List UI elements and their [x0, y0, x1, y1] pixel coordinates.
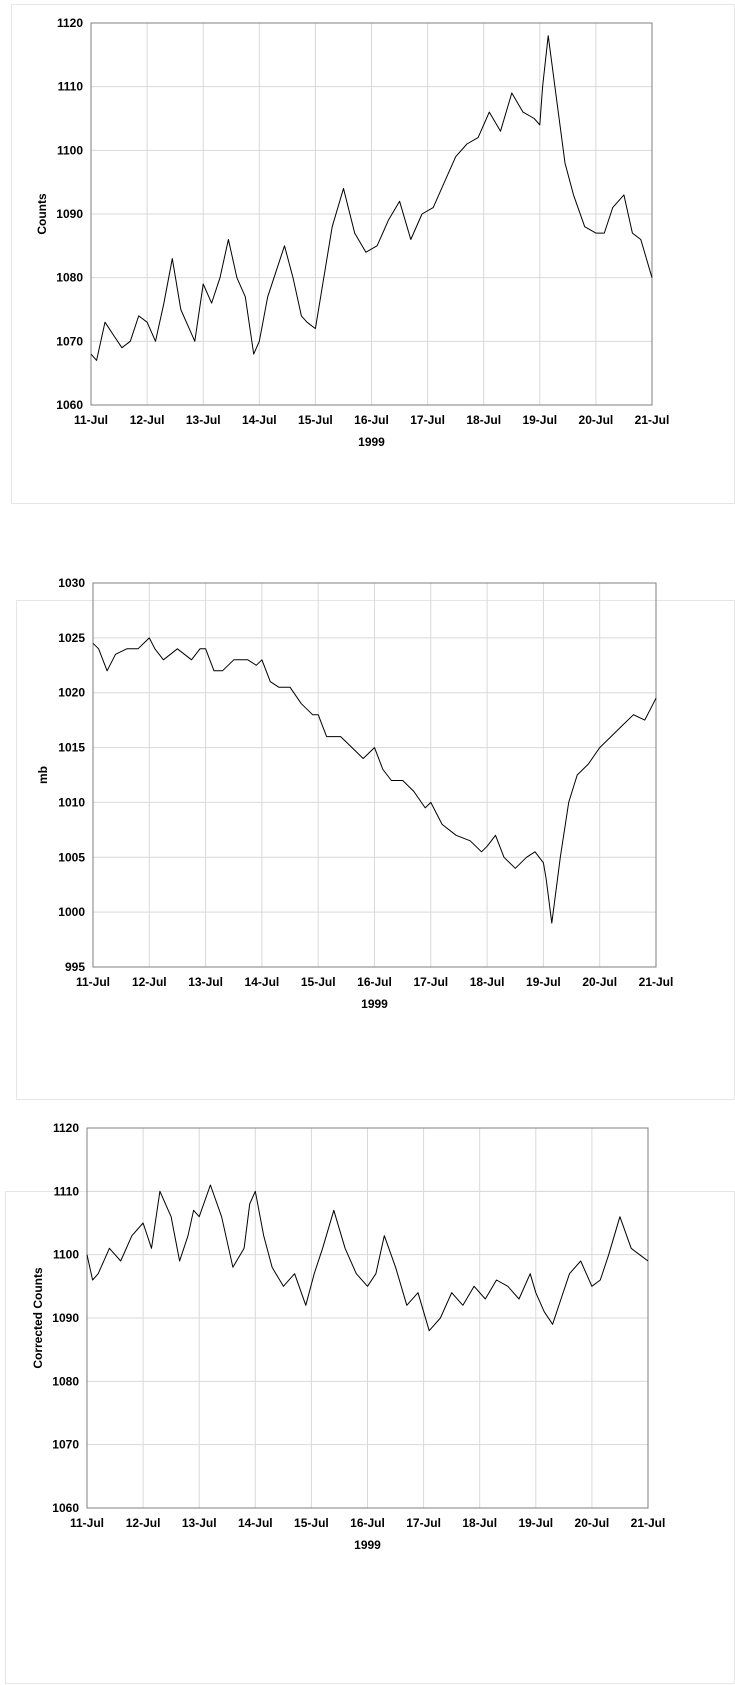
y-axis-title: Corrected Counts [31, 1267, 45, 1369]
series-line [92, 637, 657, 924]
x-tick-label: 13-Jul [182, 1516, 217, 1530]
y-tick-label: 1005 [58, 850, 85, 864]
y-axis-title: Counts [35, 193, 49, 235]
y-tick-label: 1080 [56, 271, 83, 285]
x-tick-label: 16-Jul [357, 975, 392, 989]
x-tick-label: 21-Jul [635, 413, 670, 427]
x-tick-label: 17-Jul [413, 975, 448, 989]
x-tick-label: 12-Jul [126, 1516, 161, 1530]
plot-area-frame [86, 1127, 649, 1509]
x-tick-label: 14-Jul [245, 975, 280, 989]
x-tick-label: 21-Jul [639, 975, 674, 989]
plot-area-frame [92, 582, 657, 968]
y-tick-label: 1090 [52, 1311, 79, 1325]
x-tick-label: 15-Jul [298, 413, 333, 427]
x-tick-label: 20-Jul [582, 975, 617, 989]
x-tick-label: 21-Jul [631, 1516, 666, 1530]
x-tick-label: 12-Jul [130, 413, 165, 427]
x-tick-label: 11-Jul [74, 413, 108, 427]
y-axis-title: mb [36, 766, 50, 784]
plot-area-frame [90, 22, 653, 406]
y-tick-label: 1100 [57, 143, 83, 157]
chart-counts-svg: 1060 1070 1080 1090 1100 1110 1120 11-Jul 12-Jul… [35, 16, 670, 449]
x-tick-label: 19-Jul [526, 975, 561, 989]
y-tick-label: 1030 [58, 576, 85, 590]
chart-panel-corrected-counts: 1060 1070 1080 1090 1100 1110 1120 11-Jul 12-Jul… [5, 1121, 735, 1684]
x-tick-label: 14-Jul [238, 1516, 273, 1530]
y-tick-label: 1110 [58, 80, 84, 94]
x-tick-label: 17-Jul [406, 1516, 441, 1530]
y-tick-label: 1060 [56, 398, 83, 412]
x-tick-label: 14-Jul [242, 413, 277, 427]
x-tick-label: 15-Jul [294, 1516, 329, 1530]
x-tick-label: 18-Jul [466, 413, 501, 427]
y-tick-label: 1090 [56, 207, 83, 221]
y-tick-label: 1120 [57, 16, 83, 30]
x-tick-label: 13-Jul [186, 413, 221, 427]
y-tick-label: 1070 [52, 1438, 79, 1452]
x-tick-label: 11-Jul [76, 975, 110, 989]
series-line [90, 35, 653, 361]
y-tick-label: 1025 [58, 631, 85, 645]
y-tick-label: 1110 [54, 1184, 80, 1198]
x-tick-label: 18-Jul [462, 1516, 497, 1530]
x-tick-label: 16-Jul [354, 413, 389, 427]
y-tick-label: 1100 [53, 1248, 79, 1262]
x-tick-label: 15-Jul [301, 975, 336, 989]
x-axis-title: 1999 [361, 997, 388, 1011]
chart-panel-counts: 1060 1070 1080 1090 1100 1110 1120 11-Jul 12-Jul… [11, 4, 735, 504]
x-tick-label: 19-Jul [522, 413, 557, 427]
x-tick-label: 11-Jul [70, 1516, 104, 1530]
chart-pressure-svg: 995 1000 1005 1010 1015 1020 1025 1030 11-Jul 12-… [36, 576, 674, 1011]
series-line [86, 1184, 649, 1332]
chart-panel-pressure: 995 1000 1005 1010 1015 1020 1025 1030 11-Jul 12-… [16, 576, 735, 1100]
y-tick-label: 1120 [53, 1121, 79, 1135]
x-tick-label: 20-Jul [579, 413, 614, 427]
y-tick-label: 1060 [52, 1501, 79, 1515]
x-tick-label: 13-Jul [188, 975, 223, 989]
x-tick-label: 12-Jul [132, 975, 167, 989]
y-tick-label: 1010 [58, 795, 85, 809]
y-tick-label: 1070 [56, 334, 83, 348]
x-tick-label: 17-Jul [410, 413, 445, 427]
y-tick-label: 995 [65, 960, 85, 974]
x-axis-title: 1999 [354, 1538, 381, 1552]
y-tick-label: 1000 [58, 905, 85, 919]
x-tick-label: 18-Jul [470, 975, 505, 989]
x-axis-title: 1999 [358, 435, 385, 449]
x-tick-label: 16-Jul [350, 1516, 385, 1530]
x-tick-label: 19-Jul [518, 1516, 553, 1530]
x-tick-label: 20-Jul [575, 1516, 610, 1530]
y-tick-label: 1020 [58, 686, 85, 700]
y-tick-label: 1080 [52, 1374, 79, 1388]
chart-corrected-counts-svg: 1060 1070 1080 1090 1100 1110 1120 11-Jul 12-Jul… [31, 1121, 666, 1552]
y-tick-label: 1015 [58, 741, 85, 755]
